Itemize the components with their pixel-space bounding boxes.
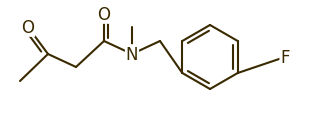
Text: O: O [21,19,35,37]
Text: F: F [280,49,290,66]
Text: O: O [98,6,111,24]
Text: N: N [126,46,138,63]
